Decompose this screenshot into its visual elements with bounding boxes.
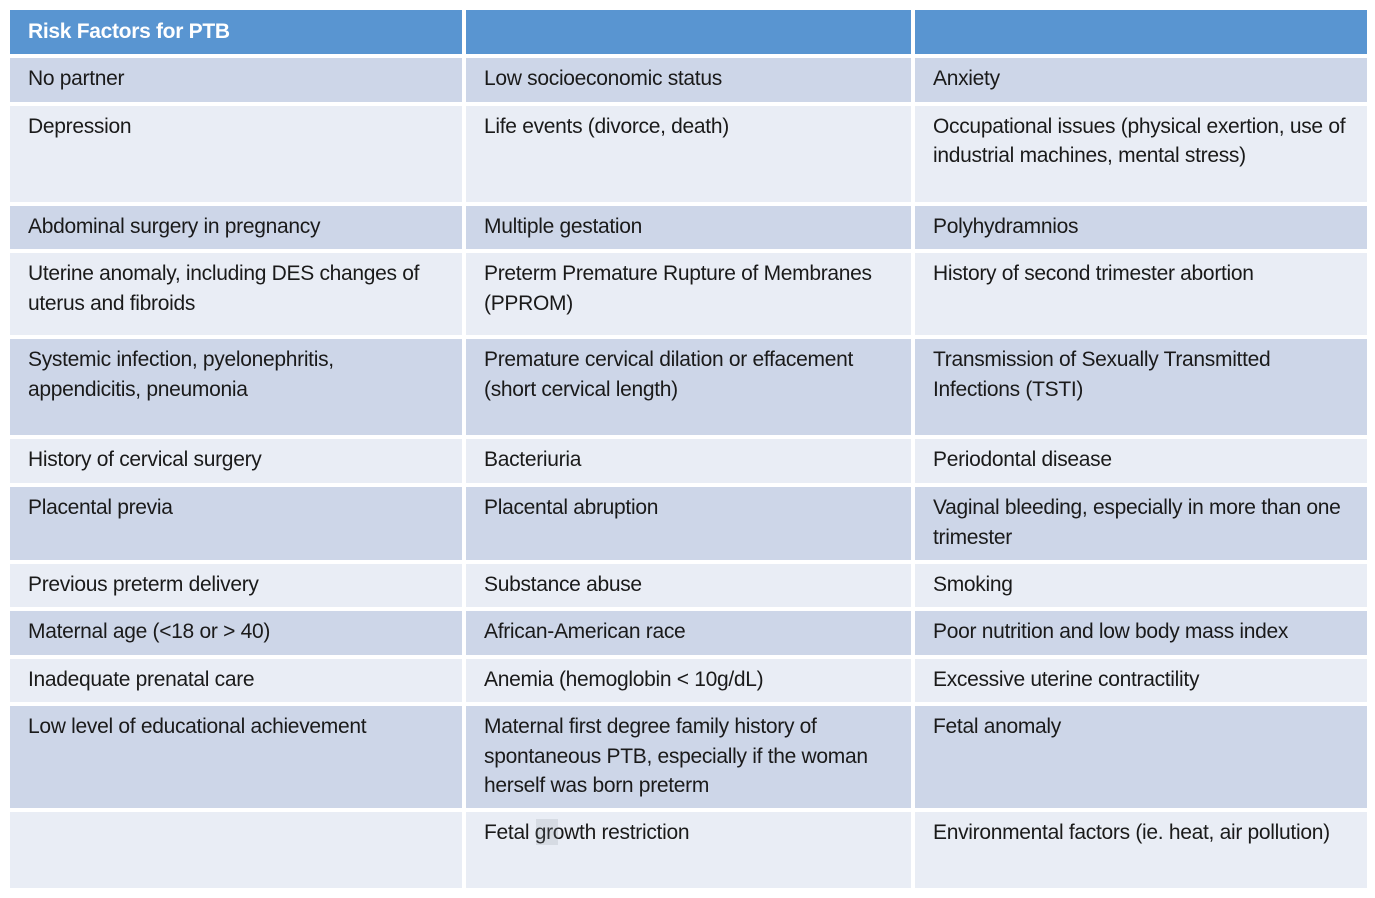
table-cell: Multiple gestation — [466, 205, 911, 250]
table-cell: No partner — [10, 58, 462, 102]
highlight-artifact — [536, 819, 558, 846]
table-cell: Inadequate prenatal care — [10, 658, 462, 703]
table-cell: Anemia (hemoglobin < 10g/dL) — [466, 658, 911, 703]
table-cell: History of second trimester abortion — [915, 253, 1367, 336]
table-cell: Excessive uterine contractility — [915, 658, 1367, 703]
table-cell: Uterine anomaly, including DES changes o… — [10, 253, 462, 336]
table-header-empty — [915, 10, 1367, 55]
table-row: No partner Low socioeconomic status Anxi… — [10, 58, 1367, 102]
table-row: Previous preterm delivery Substance abus… — [10, 563, 1367, 608]
table-header-empty — [466, 10, 911, 55]
cell-text: Fetal growth restriction — [484, 821, 690, 845]
table-cell: Polyhydramnios — [915, 205, 1367, 250]
table-cell — [10, 812, 462, 889]
table-cell: Life events (divorce, death) — [466, 105, 911, 202]
table-row: Low level of educational achievement Mat… — [10, 706, 1367, 809]
table-cell: Low level of educational achievement — [10, 706, 462, 809]
table-cell: Anxiety — [915, 58, 1367, 102]
table-header-row: Risk Factors for PTB — [10, 10, 1367, 55]
table-row: Inadequate prenatal care Anemia (hemoglo… — [10, 658, 1367, 703]
table-title: Risk Factors for PTB — [10, 10, 462, 55]
table-row: Maternal age (<18 or > 40) African-Ameri… — [10, 611, 1367, 655]
table-cell: Transmission of Sexually Transmitted Inf… — [915, 339, 1367, 436]
table-cell: Maternal age (<18 or > 40) — [10, 611, 462, 655]
table-cell: Low socioeconomic status — [466, 58, 911, 102]
table-row: Placental previa Placental abruption Vag… — [10, 487, 1367, 560]
table-row: History of cervical surgery Bacteriuria … — [10, 439, 1367, 484]
table-cell: Fetal anomaly — [915, 706, 1367, 809]
table-cell: Periodontal disease — [915, 439, 1367, 484]
table-cell: Environmental factors (ie. heat, air pol… — [915, 812, 1367, 889]
table-row: Depression Life events (divorce, death) … — [10, 105, 1367, 202]
table-cell: Poor nutrition and low body mass index — [915, 611, 1367, 655]
table-row: Systemic infection, pyelonephritis, appe… — [10, 339, 1367, 436]
table-cell: Bacteriuria — [466, 439, 911, 484]
table-cell: African-American race — [466, 611, 911, 655]
table-cell: Occupational issues (physical exertion, … — [915, 105, 1367, 202]
table-cell: Placental abruption — [466, 487, 911, 560]
table-cell: Depression — [10, 105, 462, 202]
table-cell: Systemic infection, pyelonephritis, appe… — [10, 339, 462, 436]
risk-factors-table: Risk Factors for PTB No partner Low soci… — [6, 6, 1371, 892]
table-row: Abdominal surgery in pregnancy Multiple … — [10, 205, 1367, 250]
table-cell: Preterm Premature Rupture of Membranes (… — [466, 253, 911, 336]
table-cell: Vaginal bleeding, especially in more tha… — [915, 487, 1367, 560]
table-cell: Placental previa — [10, 487, 462, 560]
table-cell: Maternal first degree family history of … — [466, 706, 911, 809]
table-cell: Premature cervical dilation or effacemen… — [466, 339, 911, 436]
table-cell: Smoking — [915, 563, 1367, 608]
table-row: Uterine anomaly, including DES changes o… — [10, 253, 1367, 336]
table-row: Fetal growth restriction Environmental f… — [10, 812, 1367, 889]
table-cell: History of cervical surgery — [10, 439, 462, 484]
table-cell: Abdominal surgery in pregnancy — [10, 205, 462, 250]
table-cell: Substance abuse — [466, 563, 911, 608]
table-cell: Previous preterm delivery — [10, 563, 462, 608]
table-cell: Fetal growth restriction — [466, 812, 911, 889]
